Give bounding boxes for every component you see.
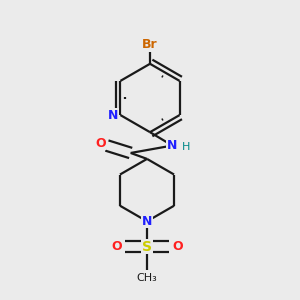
Text: S: S [142,240,152,254]
Text: O: O [172,240,183,253]
Text: Br: Br [142,38,158,51]
Text: N: N [108,109,118,122]
Text: N: N [167,139,178,152]
Text: O: O [111,240,122,253]
Text: H: H [182,142,190,152]
Text: N: N [142,215,152,228]
Text: O: O [95,137,106,150]
Text: CH₃: CH₃ [137,273,158,283]
